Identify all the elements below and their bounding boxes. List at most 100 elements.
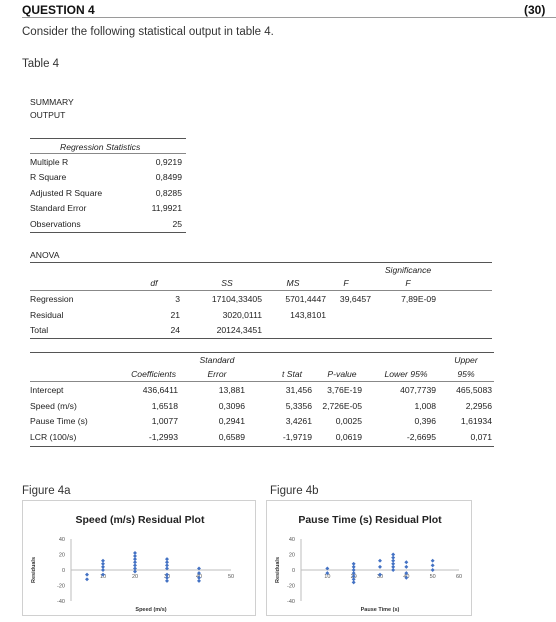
reg-stats-bottom-rule	[30, 232, 186, 233]
y-tick-label: -40	[287, 599, 295, 605]
y-tick-label: 40	[59, 537, 65, 543]
reg-stats-head-rule	[30, 153, 186, 154]
x-tick-label: 20	[132, 574, 138, 580]
data-point	[85, 577, 89, 582]
reg-stat-row: Observations 25	[30, 219, 186, 233]
coef-row-upper: 465,5083	[456, 385, 492, 395]
anova-row-f: 39,6457	[339, 294, 371, 304]
reg-stats-top-rule	[30, 138, 186, 139]
coef-row-lower: 1,008	[414, 401, 436, 411]
coef-row-t: 3,4261	[285, 416, 312, 426]
anova-row-ss: 3020,0111	[222, 310, 262, 320]
data-point	[165, 575, 169, 580]
header-divider	[22, 17, 556, 18]
coef-row-label: Intercept	[30, 385, 64, 395]
coef-row-t: 5,3356	[285, 401, 312, 411]
coef-header-upper-1: Upper	[454, 355, 478, 365]
data-point	[430, 568, 435, 572]
x-tick-label: 10	[100, 574, 106, 580]
y-tick-label: -20	[57, 584, 65, 590]
chart-title: Speed (m/s) Residual Plot	[76, 514, 205, 526]
coef-header-p: P-value	[327, 369, 357, 379]
data-point	[165, 566, 169, 571]
anova-header-ss: SS	[221, 278, 233, 288]
summary-line-1: SUMMARY	[30, 97, 74, 107]
pause-time-residual-plot: Pause Time (s) Residual Plot -40 -20 0 20 40 1…	[275, 514, 462, 613]
y-tick-label: 0	[62, 568, 65, 574]
coef-row-se: 0,3096	[218, 401, 245, 411]
coef-header-lower: Lower 95%	[384, 369, 428, 379]
anova-header-f: F	[343, 278, 349, 288]
y-tick-label: 20	[289, 553, 295, 559]
coef-row-se: 0,6589	[218, 432, 245, 442]
data-point	[404, 560, 409, 565]
coef-row-label: Speed (m/s)	[30, 401, 77, 411]
figure-4b-label: Figure 4b	[270, 485, 319, 497]
y-tick-label: 0	[292, 568, 295, 574]
data-point	[197, 575, 201, 580]
anova-row-ss: 17104,33405	[211, 294, 262, 304]
anova-header-sig-2: F	[405, 278, 411, 288]
data-point	[404, 575, 409, 580]
anova-title: ANOVA	[30, 250, 60, 260]
y-tick-label: 40	[289, 537, 295, 543]
reg-stat-label: Observations	[30, 219, 81, 229]
chart-4a-frame: Speed (m/s) Residual Plot -40 -20 0 20 40 10 20…	[22, 500, 256, 616]
anova-row-df: 21	[170, 310, 180, 320]
coef-row-upper: 1,61934	[460, 416, 492, 426]
reg-stat-value: 0,9219	[155, 157, 182, 167]
x-tick-label: 60	[456, 574, 462, 580]
coef-row-p: 0,0025	[335, 416, 362, 426]
chart-4b-frame: Pause Time (s) Residual Plot -40 -20 0 20 40 1…	[266, 500, 472, 616]
anova-header-sig-1: Significance	[384, 265, 432, 275]
data-point	[404, 564, 409, 569]
reg-stat-label: Multiple R	[30, 157, 69, 167]
reg-stat-value: 11,9921	[151, 203, 182, 213]
coef-header-se-2: Error	[207, 369, 227, 379]
y-tick-label: -20	[287, 584, 295, 590]
data-point	[165, 560, 169, 565]
x-axis-label: Pause Time (s)	[361, 607, 400, 613]
coef-row-t: -1,9719	[282, 432, 312, 442]
question-marks: (30)	[524, 3, 546, 17]
coef-row-lower: 407,7739	[400, 385, 436, 395]
data-point	[351, 580, 356, 585]
anova-header-df: df	[150, 278, 158, 288]
coef-row-coef: 1,0077	[151, 416, 178, 426]
data-point	[391, 558, 396, 563]
reg-stats-heading: Regression Statistics	[60, 142, 141, 152]
summary-line-2: OUTPUT	[30, 110, 66, 120]
anova-top-rule	[30, 262, 492, 263]
coef-row-se: 13,881	[218, 385, 245, 395]
x-axis-label: Speed (m/s)	[135, 607, 166, 613]
question-intro: Consider the following statistical outpu…	[22, 26, 274, 38]
coef-row-coef: 436,6411	[142, 385, 178, 395]
data-point	[430, 558, 435, 563]
figure-4a-label: Figure 4a	[22, 485, 71, 497]
anova-row-label: Residual	[30, 310, 64, 320]
coef-header-coef: Coefficients	[131, 369, 176, 379]
anova-row-label: Regression	[30, 294, 74, 304]
anova-row-df: 24	[170, 325, 180, 335]
reg-stat-row: R Square 0,8499	[30, 172, 186, 186]
chart-title: Pause Time (s) Residual Plot	[298, 514, 442, 526]
coef-row-lower: -2,6695	[406, 432, 436, 442]
data-point	[391, 552, 396, 557]
data-point	[133, 560, 137, 565]
table-label: Table 4	[22, 58, 60, 70]
reg-stat-row: Adjusted R Square 0,8285	[30, 188, 186, 202]
summary-output-label: SUMMARY OUTPUT	[30, 96, 74, 122]
data-point	[197, 566, 201, 571]
coef-row-se: 0,2941	[218, 416, 245, 426]
data-point	[351, 574, 356, 579]
x-tick-label: 30	[377, 574, 383, 580]
coef-header-t: t Stat	[281, 369, 303, 379]
coef-row-upper: 2,2956	[465, 401, 492, 411]
anova-row-df: 3	[175, 294, 180, 304]
data-point	[351, 568, 356, 572]
coef-row-coef: -1,2993	[148, 432, 178, 442]
data-point	[391, 568, 396, 572]
data-point	[325, 566, 330, 571]
y-axis-label: Residuals	[31, 557, 37, 583]
y-axis-label: Residuals	[275, 557, 281, 583]
